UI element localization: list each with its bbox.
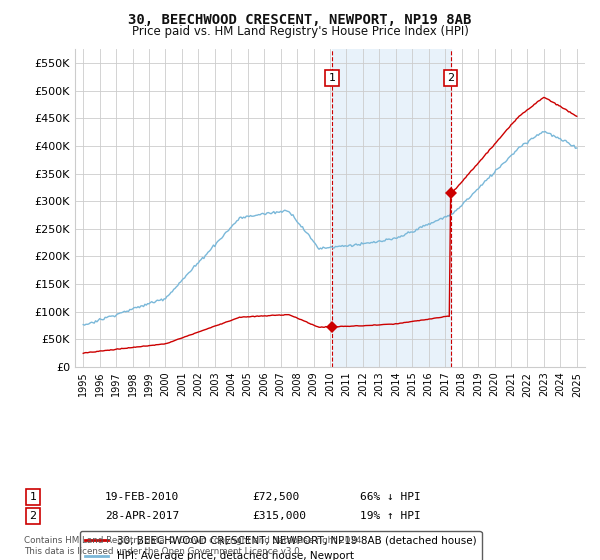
Text: Price paid vs. HM Land Registry's House Price Index (HPI): Price paid vs. HM Land Registry's House … [131, 25, 469, 38]
Text: 19-FEB-2010: 19-FEB-2010 [105, 492, 179, 502]
Text: 30, BEECHWOOD CRESCENT, NEWPORT, NP19 8AB: 30, BEECHWOOD CRESCENT, NEWPORT, NP19 8A… [128, 13, 472, 27]
Bar [332, 49, 451, 367]
Text: 19% ↑ HPI: 19% ↑ HPI [360, 511, 421, 521]
Text: £72,500: £72,500 [252, 492, 299, 502]
Text: 1: 1 [29, 492, 37, 502]
Text: 2: 2 [29, 511, 37, 521]
Text: Contains HM Land Registry data © Crown copyright and database right 2024.
This d: Contains HM Land Registry data © Crown c… [24, 536, 364, 556]
Text: 2: 2 [447, 73, 454, 83]
Text: 28-APR-2017: 28-APR-2017 [105, 511, 179, 521]
Text: £315,000: £315,000 [252, 511, 306, 521]
Legend: 30, BEECHWOOD CRESCENT, NEWPORT, NP19 8AB (detached house), HPI: Average price, : 30, BEECHWOOD CRESCENT, NEWPORT, NP19 8A… [80, 531, 482, 560]
Text: 1: 1 [329, 73, 335, 83]
Text: 66% ↓ HPI: 66% ↓ HPI [360, 492, 421, 502]
